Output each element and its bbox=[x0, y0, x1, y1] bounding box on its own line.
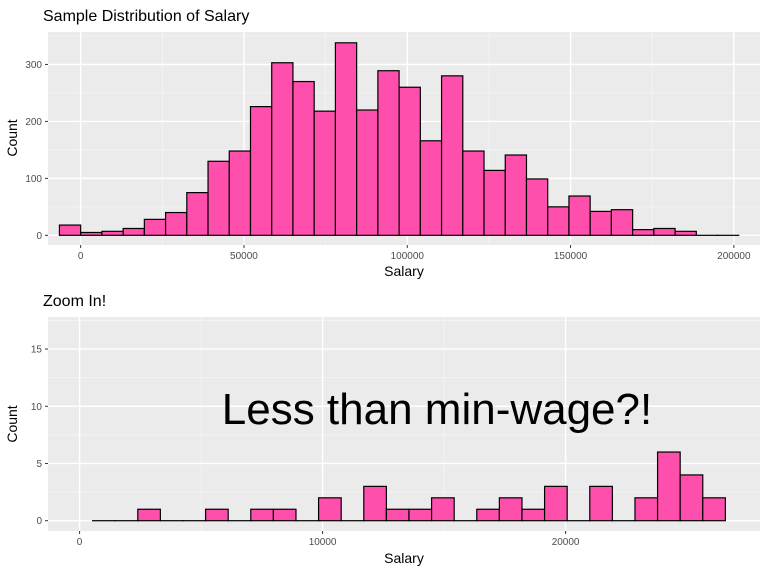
y-tick-label: 100 bbox=[25, 174, 42, 185]
histogram-bar bbox=[58, 224, 82, 236]
histogram-bar bbox=[702, 497, 726, 522]
histogram-bars bbox=[58, 42, 740, 236]
x-tick-label: 50000 bbox=[230, 251, 258, 262]
histogram-bar bbox=[674, 230, 697, 236]
zoom-in-panel: Zoom In! Less than min-wage?! 0 5 10 15 0 10… bbox=[4, 293, 760, 566]
salary-distribution-panel: Sample Distribution of Salary 0 100 200 300… bbox=[4, 8, 760, 279]
x-tick-label: 150000 bbox=[554, 251, 588, 262]
histogram-bar bbox=[632, 229, 655, 236]
histogram-bar bbox=[292, 80, 315, 236]
histogram-bar bbox=[543, 485, 568, 522]
x-axis-label: Salary bbox=[384, 263, 424, 279]
y-tick-label: 200 bbox=[25, 117, 42, 128]
histogram-bar bbox=[272, 508, 297, 522]
plot-background bbox=[48, 317, 760, 531]
y-tick-label: 0 bbox=[36, 231, 42, 242]
histogram-bar bbox=[476, 508, 500, 522]
histogram-bar bbox=[228, 150, 252, 236]
histogram-bar bbox=[334, 42, 358, 236]
histogram-bar bbox=[462, 150, 485, 236]
x-tick-label: 10000 bbox=[309, 537, 337, 548]
histogram-bar bbox=[207, 160, 230, 236]
histogram-bar bbox=[80, 231, 103, 236]
histogram-bar bbox=[483, 169, 506, 236]
histogram-bar bbox=[137, 508, 161, 522]
histogram-bar bbox=[525, 178, 549, 236]
histogram-bar bbox=[249, 106, 273, 236]
histogram-bar bbox=[164, 211, 188, 236]
histogram-bars bbox=[91, 451, 726, 522]
histogram-bar bbox=[317, 497, 342, 522]
histogram-bar bbox=[440, 75, 464, 236]
panel-title: Zoom In! bbox=[43, 293, 106, 310]
x-tick-label: 200000 bbox=[717, 251, 751, 262]
y-axis-ticks: 0 5 10 15 bbox=[31, 345, 48, 527]
histogram-bar bbox=[547, 206, 570, 236]
histogram-bar bbox=[204, 508, 229, 522]
histogram-bar bbox=[610, 209, 634, 236]
x-axis-label: Salary bbox=[384, 550, 424, 566]
histogram-bar bbox=[313, 110, 337, 236]
histogram-bar bbox=[271, 62, 294, 236]
panel-title: Sample Distribution of Salary bbox=[43, 8, 249, 25]
x-axis-ticks: 0 10000 20000 bbox=[77, 531, 580, 548]
y-tick-label: 5 bbox=[36, 459, 42, 470]
histogram-bar bbox=[589, 210, 612, 236]
x-tick-label: 20000 bbox=[552, 537, 580, 548]
histogram-bar bbox=[498, 497, 523, 522]
histogram-bar bbox=[589, 485, 613, 522]
histogram-bar bbox=[363, 485, 387, 522]
y-axis-label: Count bbox=[4, 405, 20, 442]
histogram-bar bbox=[122, 227, 145, 236]
histogram-bar bbox=[250, 508, 274, 522]
x-tick-label: 0 bbox=[78, 251, 84, 262]
x-tick-label: 100000 bbox=[391, 251, 425, 262]
histogram-bar bbox=[656, 451, 681, 522]
x-tick-label: 0 bbox=[77, 537, 83, 548]
histogram-bar bbox=[143, 218, 167, 236]
histogram-bar bbox=[186, 192, 209, 236]
histogram-bar bbox=[408, 508, 433, 522]
histogram-bar bbox=[653, 227, 676, 236]
y-tick-label: 0 bbox=[36, 516, 42, 527]
y-axis-label: Count bbox=[4, 119, 20, 156]
y-axis-ticks: 0 100 200 300 bbox=[25, 60, 48, 242]
histogram-bar bbox=[679, 474, 704, 522]
histogram-bar bbox=[398, 86, 421, 236]
histogram-bar bbox=[356, 109, 379, 236]
y-tick-label: 15 bbox=[31, 345, 43, 356]
x-axis-ticks: 0 50000 100000 150000 200000 bbox=[78, 245, 751, 262]
y-tick-label: 300 bbox=[25, 60, 42, 71]
y-tick-label: 10 bbox=[31, 402, 43, 413]
histogram-bar bbox=[419, 140, 443, 236]
histogram-bar bbox=[430, 497, 455, 522]
histogram-bar bbox=[385, 508, 410, 522]
histogram-bar bbox=[377, 70, 400, 236]
histogram-bar bbox=[101, 230, 124, 236]
histogram-bar bbox=[568, 195, 591, 236]
histogram-bar bbox=[634, 497, 659, 522]
histogram-bar bbox=[504, 154, 528, 236]
histogram-bar bbox=[521, 508, 546, 522]
annotation-text: Less than min-wage?! bbox=[222, 385, 652, 434]
